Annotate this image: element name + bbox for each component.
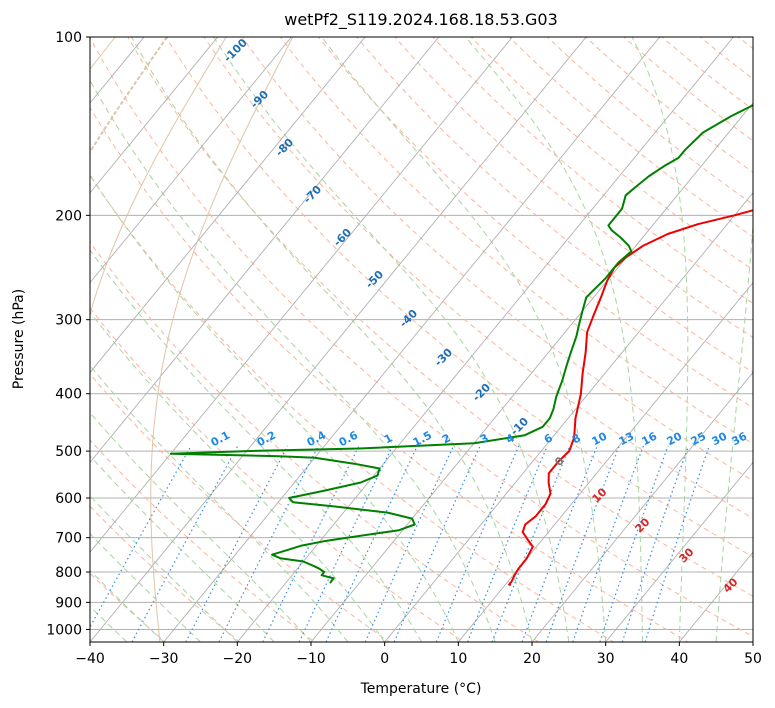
dry-adiabat — [90, 37, 753, 638]
moist-adiabat — [321, 37, 607, 642]
mixing-ratio-line — [131, 445, 239, 642]
isotherm-line — [90, 37, 587, 642]
dry-adiabat — [90, 439, 316, 642]
plot-frame — [89, 36, 754, 643]
x-tick-label: −10 — [296, 651, 326, 667]
dry-adiabat — [127, 37, 753, 597]
moist-adiabat — [90, 533, 201, 642]
moist-adiabat — [631, 37, 689, 642]
isotherm-line — [90, 37, 292, 284]
dry-adiabat — [432, 37, 753, 304]
dry-adiabat — [470, 37, 753, 271]
x-tick-label: −20 — [223, 651, 253, 667]
isotherm-line — [531, 371, 753, 642]
isotherm-line — [163, 37, 661, 642]
moist-adiabat — [90, 174, 459, 642]
y-tick-label: 300 — [55, 313, 82, 329]
x-tick-label: −30 — [149, 651, 179, 667]
x-tick-label: 40 — [670, 651, 688, 667]
isotherm-line — [605, 461, 753, 642]
mixing-ratio-line — [298, 445, 394, 642]
dry-adiabat — [90, 174, 615, 642]
moist-adiabat — [90, 311, 386, 642]
dry-adiabats — [90, 37, 753, 642]
moist-adiabat — [213, 37, 570, 642]
mixing-ratio-line — [393, 445, 481, 642]
moist-adiabat — [131, 37, 533, 642]
tan-arc — [90, 37, 227, 642]
plot-area — [90, 37, 753, 642]
dry-adiabat — [203, 37, 753, 519]
moist-adiabat — [90, 79, 496, 642]
isotherm-line — [457, 281, 753, 642]
x-tick-label: 30 — [597, 651, 615, 667]
mixing-ratio-line — [435, 445, 520, 642]
isotherm-line — [90, 37, 219, 194]
dewpoint-line — [169, 104, 753, 584]
dry-adiabat — [90, 505, 241, 642]
isotherm-line — [90, 37, 440, 464]
moist-adiabats — [90, 37, 753, 642]
y-tick-label: 500 — [55, 444, 82, 460]
moist-adiabat — [90, 364, 349, 642]
tan-arcs — [90, 37, 294, 642]
x-tick-label: 20 — [523, 651, 541, 667]
isotherm-line — [90, 37, 366, 374]
y-tick-label: 900 — [55, 595, 82, 611]
mixing-ratio-label: 10 — [590, 429, 610, 448]
mixing-ratio-label: 20 — [665, 429, 685, 448]
tan-arc — [150, 37, 294, 642]
mixing-ratio-label: 30 — [710, 429, 730, 448]
temperature-line — [508, 209, 753, 587]
y-tick-label: 200 — [55, 208, 82, 224]
dry-adiabat — [165, 37, 753, 558]
mixing-ratio-label: 25 — [689, 430, 709, 449]
isotherm-line — [310, 102, 753, 642]
x-axis-ticks: −40 −30 −20 −10 0 10 20 30 40 50 — [75, 642, 762, 667]
x-tick-label: 0 — [380, 651, 389, 667]
dry-adiabat — [584, 37, 753, 173]
moist-adiabat — [90, 569, 165, 642]
moist-adiabat — [465, 37, 643, 642]
dry-adiabat — [546, 37, 753, 205]
y-tick-label: 800 — [55, 565, 82, 581]
x-tick-label: −40 — [75, 651, 105, 667]
mixing-ratio-line — [325, 445, 418, 642]
dry-adiabat — [90, 373, 391, 642]
dry-adiabat — [90, 307, 466, 642]
moist-adiabat — [90, 495, 238, 642]
isotherm-line — [384, 192, 753, 642]
mixing-ratio-line — [466, 445, 548, 642]
tan-arc — [90, 37, 168, 154]
dry-adiabat — [356, 37, 753, 373]
moist-adiabat — [90, 249, 422, 642]
dry-adiabat — [90, 106, 690, 642]
y-tick-label: 400 — [55, 387, 82, 403]
moist-adiabat — [715, 220, 753, 642]
mixing-ratio-label: 13 — [617, 430, 637, 449]
y-axis-label: Pressure (hPa) — [11, 289, 27, 389]
skewed-isotherms — [90, 37, 753, 642]
x-tick-label: 50 — [744, 651, 762, 667]
dry-adiabat — [317, 37, 753, 409]
y-axis-ticks: 100 200 300 400 500 600 700 800 900 1000 — [46, 30, 90, 638]
chart-title: wetPf2_S119.2024.168.18.53.G03 — [284, 10, 558, 30]
x-axis-label: Temperature (°C) — [360, 681, 482, 697]
dry-adiabat — [241, 37, 753, 482]
mixing-ratio-label: 16 — [640, 429, 660, 448]
mixing-ratio-label: 36 — [730, 429, 750, 448]
sounding-series — [169, 104, 753, 587]
y-tick-label: 700 — [55, 531, 82, 547]
y-tick-label: 100 — [55, 30, 82, 46]
y-tick-label: 600 — [55, 491, 82, 507]
y-tick-label: 1000 — [46, 622, 82, 638]
x-tick-label: 10 — [449, 651, 467, 667]
isotherm-line — [90, 37, 513, 553]
mixing-ratio-line — [90, 445, 192, 629]
mixing-ratio-line — [644, 445, 710, 642]
